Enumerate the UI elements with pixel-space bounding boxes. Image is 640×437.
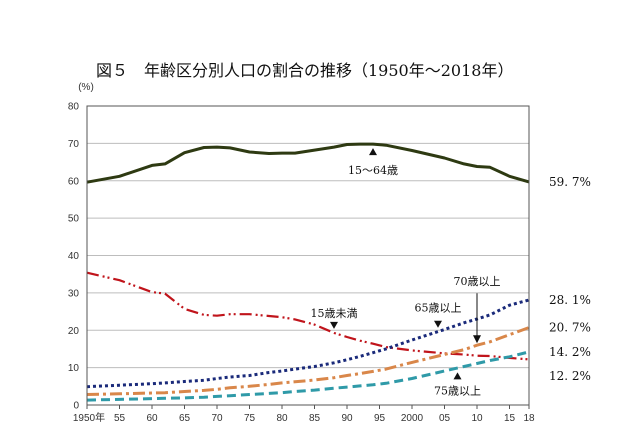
x-tick-label: 95 bbox=[374, 413, 386, 424]
x-tick-label: 2000 bbox=[401, 413, 424, 424]
annotation: 70歳以上 bbox=[454, 275, 501, 344]
x-tick-label: 85 bbox=[309, 413, 321, 424]
annotation: 15～64歳 bbox=[348, 148, 398, 177]
annotation-label: 65歳以上 bbox=[415, 302, 462, 315]
x-tick-label: 70 bbox=[211, 413, 223, 424]
series-line-1 bbox=[86, 271, 530, 361]
annotation-arrow bbox=[453, 372, 462, 380]
annotation-arrow bbox=[473, 335, 481, 344]
annotation: 65歳以上 bbox=[415, 302, 462, 328]
annotation-label: 15～64歳 bbox=[348, 164, 398, 177]
annotation-label: 15歳未満 bbox=[311, 307, 358, 320]
end-value-label: 14. 2% bbox=[549, 345, 591, 359]
annotation-arrow bbox=[369, 148, 377, 156]
x-tick-label: 55 bbox=[114, 413, 126, 424]
chart-title: 図５ 年齢区分別人口の割合の推移（1950年～2018年） bbox=[96, 61, 513, 80]
annotation-label: 75歳以上 bbox=[434, 384, 481, 397]
x-tick-label: 10 bbox=[471, 413, 483, 424]
series-lines bbox=[86, 142, 530, 402]
y-tick-label: 10 bbox=[68, 363, 80, 374]
y-tick-label: 30 bbox=[68, 288, 80, 299]
x-tick-label: 65 bbox=[179, 413, 191, 424]
x-tick-label: 1950年 bbox=[73, 411, 105, 424]
y-axis-unit: (%) bbox=[78, 82, 94, 93]
y-tick-label: 60 bbox=[68, 176, 80, 187]
y-tick-label: 50 bbox=[68, 214, 80, 225]
end-value-label: 59. 7% bbox=[549, 175, 591, 189]
end-value-label: 12. 2% bbox=[549, 369, 591, 383]
series-line-0 bbox=[86, 142, 530, 184]
annotation-arrow bbox=[330, 321, 338, 329]
annotation: 75歳以上 bbox=[434, 372, 481, 397]
annotation: 15歳未満 bbox=[311, 307, 358, 329]
end-value-label: 28. 1% bbox=[549, 293, 591, 307]
x-tick-label: 80 bbox=[276, 413, 288, 424]
x-tick-label: 18 bbox=[523, 413, 535, 424]
y-tick-label: 80 bbox=[68, 102, 80, 113]
series-line-4 bbox=[86, 350, 530, 402]
series-line-2 bbox=[86, 298, 530, 389]
x-tick-label: 60 bbox=[146, 413, 158, 424]
y-tick-label: 0 bbox=[73, 401, 79, 412]
x-tick-label: 15 bbox=[504, 413, 516, 424]
annotation-label: 70歳以上 bbox=[454, 275, 501, 288]
annotation-arrow bbox=[434, 320, 442, 328]
x-tick-label: 75 bbox=[244, 413, 256, 424]
y-tick-label: 20 bbox=[68, 326, 80, 337]
x-tick-labels: 1950年 55 60 65 70 75 80 85 90 95 2000 05 10 15 18 bbox=[73, 405, 535, 424]
y-tick-label: 40 bbox=[68, 251, 80, 262]
y-tick-label: 70 bbox=[68, 139, 80, 150]
plot-frame bbox=[86, 105, 530, 406]
series-line-3 bbox=[86, 326, 530, 396]
gridlines bbox=[87, 142, 529, 369]
end-value-label: 20. 7% bbox=[549, 321, 591, 335]
series-annotations: 15～64歳 15歳未満 65歳以上 70歳以上 75歳以上 bbox=[311, 148, 501, 397]
y-tick-labels: 0 10 20 30 40 50 60 70 80 bbox=[68, 102, 80, 412]
x-tick-label: 05 bbox=[439, 413, 451, 424]
x-tick-label: 90 bbox=[341, 413, 353, 424]
end-value-labels: 59. 7% 28. 1% 20. 7% 14. 2% 12. 2% bbox=[549, 175, 591, 383]
